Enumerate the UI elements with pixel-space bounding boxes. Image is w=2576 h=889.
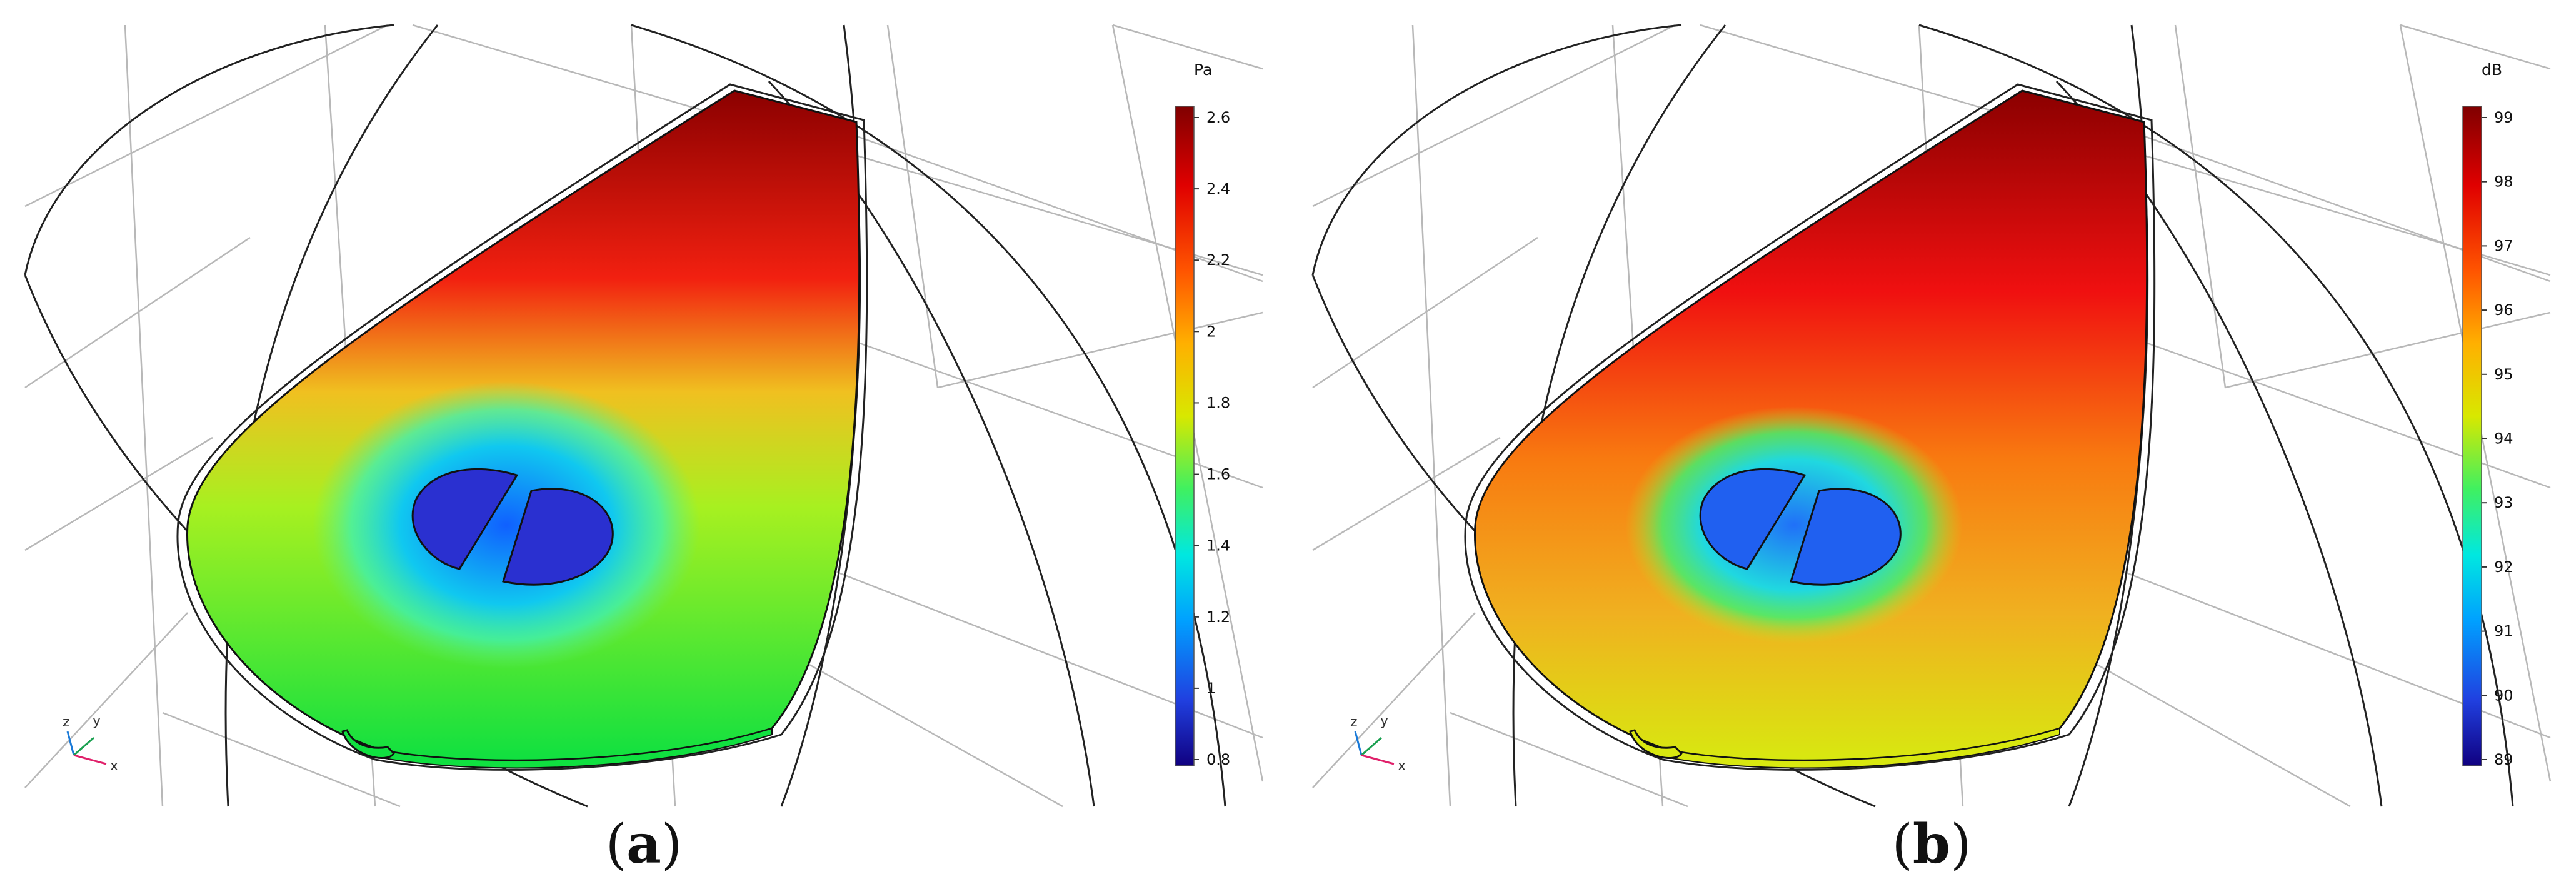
- panel-b-plot: z y x dB 99 98 97 96 95 94 93 92 91 90 89: [1311, 24, 2552, 808]
- colorbar-tick-label: 96: [2494, 301, 2513, 319]
- hole-left: [1699, 468, 1807, 570]
- port-stub: [341, 729, 395, 759]
- colorbar-tick-label: 89: [2494, 751, 2513, 768]
- colorbar: Pa 2.6 2.4 2.2 2 1.8 1.6 1.4 1.2 1 0.8: [1175, 61, 1230, 768]
- axis-x-label: x: [110, 758, 118, 774]
- hole-right: [502, 488, 614, 586]
- coordinate-triad: z y x: [63, 713, 118, 774]
- housing-outline: [1464, 83, 2156, 771]
- colorbar-ticks: 2.6 2.4 2.2 2 1.8 1.6 1.4 1.2 1 0.8: [1194, 109, 1230, 768]
- colorbar-tick-label: 98: [2494, 173, 2513, 191]
- axis-x-label: x: [1398, 758, 1406, 774]
- colorbar-tick-label: 2.4: [1206, 180, 1230, 198]
- colorbar-tick-label: 1.6: [1206, 466, 1230, 483]
- colorbar-tick-label: 92: [2494, 558, 2513, 576]
- axis-y-label: y: [93, 713, 101, 729]
- surface-bottom-lip: [381, 727, 773, 769]
- caption-a: (a): [605, 813, 683, 876]
- colorbar: dB 99 98 97 96 95 94 93 92 91 90 89: [2462, 61, 2513, 768]
- colorbar-tick-label: 99: [2494, 109, 2513, 126]
- axis-z-label: z: [1350, 715, 1358, 730]
- colorbar-tick-label: 1: [1206, 680, 1216, 697]
- colorbar-tick-label: 90: [2494, 686, 2513, 704]
- colorbar-tick-label: 0.8: [1206, 751, 1230, 768]
- colorbar-unit: Pa: [1194, 61, 1212, 79]
- caption-b: (b): [1892, 813, 1972, 876]
- colorbar-tick-label: 2.2: [1206, 251, 1230, 269]
- colorbar-unit: dB: [2482, 61, 2502, 79]
- hole-left: [411, 468, 519, 570]
- axis-y-label: y: [1380, 713, 1388, 729]
- colorbar-tick-label: 94: [2494, 430, 2513, 448]
- hole-right: [1790, 488, 1902, 586]
- panel-b: z y x dB 99 98 97 96 95 94 93 92 91 90 89 (b): [1288, 0, 2575, 889]
- colorbar-tick-label: 2: [1206, 323, 1216, 340]
- colorbar-tick-label: 95: [2494, 366, 2513, 383]
- panel-a: z y x Pa 2.6 2.4 2.2 2 1.8 1.6 1.4 1.2 1 0.8 (a): [24, 24, 1264, 876]
- port-stub: [1629, 729, 1683, 759]
- surface-bottom-lip: [1668, 727, 2060, 769]
- colorbar-tick-label: 93: [2494, 494, 2513, 511]
- panel-a-plot: z y x Pa 2.6 2.4 2.2 2 1.8 1.6 1.4 1.2 1 0.8: [24, 24, 1264, 808]
- colorbar-tick-label: 1.8: [1206, 394, 1230, 411]
- coordinate-triad: z y x: [1350, 713, 1406, 774]
- colorbar-tick-label: 1.4: [1206, 537, 1230, 555]
- colorbar-tick-label: 91: [2494, 623, 2513, 640]
- colorbar-tick-label: 97: [2494, 237, 2513, 254]
- housing-outline: [176, 83, 868, 771]
- hole-field-halo: [313, 381, 700, 669]
- colorbar-tick-label: 2.6: [1206, 109, 1230, 126]
- colorbar-tick-label: 1.2: [1206, 608, 1230, 626]
- axis-z-label: z: [63, 715, 70, 730]
- hole-field-halo: [1625, 406, 1963, 644]
- colorbar-ticks: 99 98 97 96 95 94 93 92 91 90 89: [2482, 109, 2513, 768]
